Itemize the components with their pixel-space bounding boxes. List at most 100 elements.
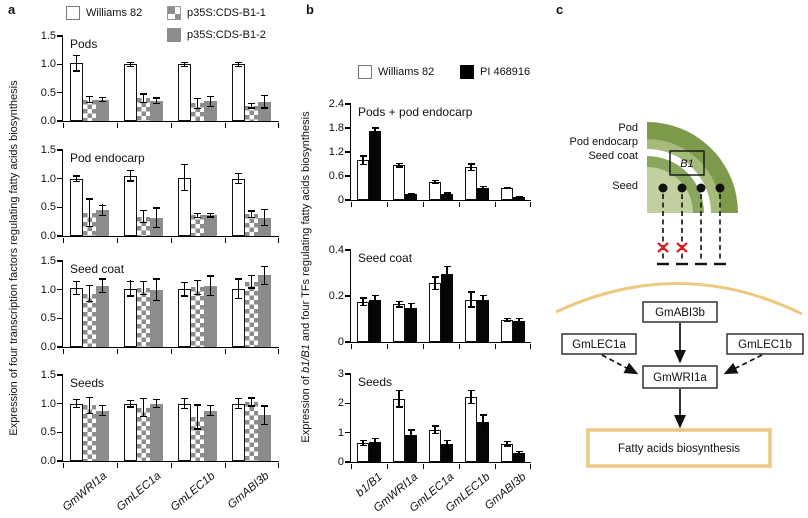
- x-tick-mark: [63, 462, 65, 468]
- bar: [150, 289, 163, 347]
- bar: [70, 178, 83, 236]
- error-bar-cap: [261, 423, 268, 425]
- error-bar: [250, 210, 253, 219]
- pi468916-swatch: [460, 65, 474, 79]
- bar: [204, 285, 217, 347]
- error-bar-cap: [467, 389, 475, 391]
- chart-a3: Seed coat 0.0 0.5 1.0 1.5: [41, 255, 279, 354]
- error-bar-cap: [261, 225, 268, 227]
- error-bar-cap: [395, 300, 403, 302]
- error-bar-cap: [127, 180, 134, 182]
- error-bar: [209, 275, 212, 296]
- bar: [124, 288, 137, 347]
- error-bar-cap: [479, 427, 487, 429]
- error-bar-cap: [371, 133, 379, 136]
- error-bar-cap: [371, 302, 379, 305]
- x-category-label: GmWRI1a: [60, 470, 110, 514]
- error-bar-cap: [371, 437, 379, 440]
- error-bar: [434, 179, 436, 185]
- bar: [369, 131, 381, 200]
- error-bar-cap: [153, 226, 160, 228]
- x-tick-mark: [351, 463, 353, 469]
- gmlec1b-box: [726, 333, 804, 355]
- chart-title: Seeds: [358, 375, 393, 389]
- chart-title: Seeds: [70, 376, 105, 390]
- bar: [441, 274, 453, 342]
- error-bar: [142, 397, 145, 418]
- error-bar-cap: [73, 70, 80, 72]
- error-bar-cap: [371, 127, 379, 129]
- bar: [96, 410, 109, 461]
- error-bar: [196, 212, 199, 219]
- panel-b-label: b: [306, 2, 314, 17]
- error-bar: [362, 155, 364, 165]
- error-bar-cap: [248, 210, 255, 212]
- dot-2: [677, 183, 687, 193]
- x-mark-2b: [676, 242, 688, 253]
- error-bar: [237, 397, 240, 410]
- error-bar-cap: [140, 397, 147, 400]
- x-tick-mark: [117, 348, 119, 354]
- error-bar-cap: [467, 291, 475, 293]
- panel-c-diagram: Pod Pod endocarp Seed coat Seed B1: [555, 122, 804, 468]
- error-bar-cap: [140, 281, 147, 283]
- y-tick-mark: [56, 206, 63, 208]
- error-bar: [263, 94, 266, 109]
- bar: [405, 307, 417, 342]
- error-bar-cap: [431, 276, 439, 278]
- error-bar-cap: [431, 425, 439, 427]
- y-tick-mark: [344, 175, 351, 177]
- error-bar: [75, 54, 78, 72]
- error-bar-cap: [359, 297, 367, 299]
- error-bar-cap: [431, 432, 439, 435]
- chart-title: Pods + pod endocarp: [358, 105, 473, 119]
- error-bar: [142, 281, 145, 295]
- error-bar-cap: [503, 187, 511, 190]
- error-bar: [101, 96, 104, 103]
- error-bar: [250, 274, 253, 289]
- x-tick-mark: [351, 343, 353, 349]
- y-tick-label: 0.5: [40, 426, 56, 439]
- error-bar-cap: [359, 444, 367, 446]
- y-tick-label: 0.0: [40, 230, 56, 242]
- error-bar-cap: [153, 278, 160, 280]
- x-tick-mark: [277, 122, 279, 128]
- error-bar-cap: [99, 204, 106, 206]
- error-bar-cap: [503, 317, 511, 320]
- error-bar-cap: [207, 216, 214, 218]
- error-bar: [410, 429, 412, 440]
- error-bar-cap: [235, 278, 242, 280]
- error-bar: [446, 192, 448, 196]
- y-tick-mark: [56, 92, 63, 94]
- error-bar: [196, 279, 199, 295]
- error-bar-cap: [261, 405, 268, 407]
- fatty-acids-label: Fatty acids biosynthesis: [618, 443, 740, 455]
- bar: [124, 175, 137, 236]
- dot-4: [715, 183, 725, 193]
- gmwri1a-label: GmWRI1a: [653, 372, 707, 384]
- error-bar-cap: [86, 95, 93, 97]
- bar: [465, 167, 477, 200]
- x-tick-mark: [459, 201, 461, 207]
- error-bar: [374, 438, 376, 445]
- error-bar: [75, 281, 78, 295]
- y-tick-label: 0.5: [40, 201, 56, 214]
- x-tick-mark: [277, 462, 279, 468]
- error-bar-cap: [515, 317, 523, 320]
- y-tick-mark: [344, 432, 351, 434]
- error-bar-cap: [86, 102, 93, 104]
- chart-title: Pods: [70, 37, 98, 51]
- error-bar: [209, 95, 212, 107]
- dot-1: [658, 183, 668, 193]
- error-bar-cap: [73, 407, 80, 409]
- y-tick-mark: [344, 127, 351, 129]
- error-bar: [410, 302, 412, 313]
- bar: [258, 101, 271, 121]
- error-bar: [209, 404, 212, 417]
- error-bar-cap: [407, 438, 415, 440]
- error-bar-cap: [99, 96, 106, 98]
- error-bar-cap: [181, 163, 188, 166]
- error-bar-cap: [140, 102, 147, 104]
- bar: [357, 301, 369, 342]
- x-tick-mark: [277, 348, 279, 354]
